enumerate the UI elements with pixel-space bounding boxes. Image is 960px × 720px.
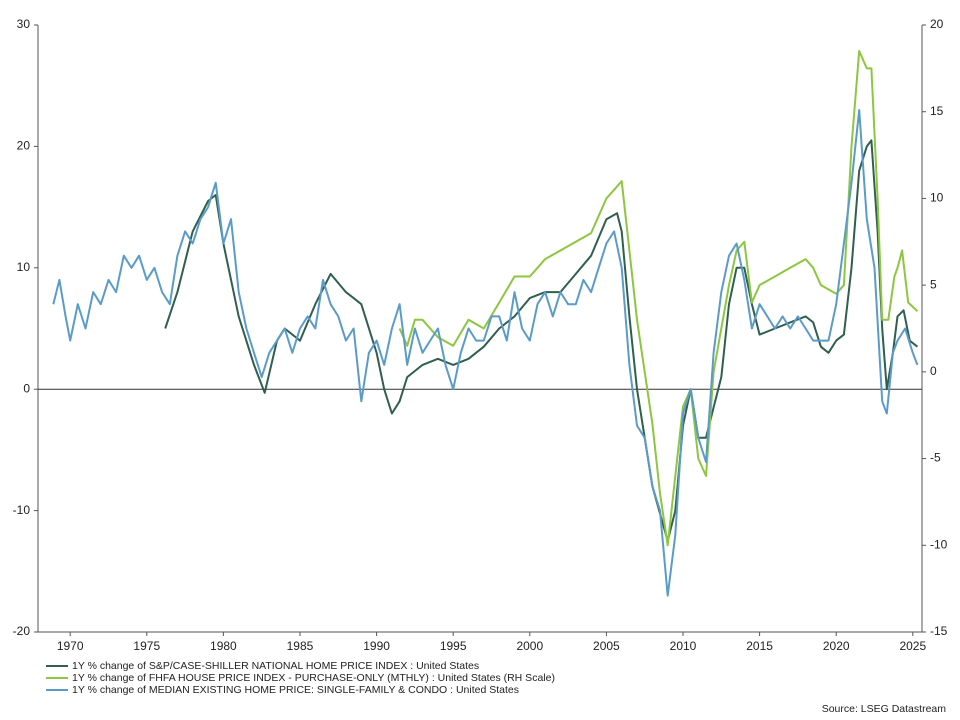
legend-label: 1Y % change of MEDIAN EXISTING HOME PRIC…: [72, 684, 519, 696]
y-tick-label: 10: [17, 260, 31, 274]
x-tick-label: 2025: [899, 639, 926, 653]
y2-tick-label: -5: [930, 451, 941, 465]
y2-tick-label: -10: [930, 537, 948, 551]
x-tick-label: 2000: [516, 639, 543, 653]
y-tick-label: 0: [23, 381, 30, 395]
x-tick-label: 1975: [133, 639, 160, 653]
y2-tick-label: 5: [930, 277, 937, 291]
legend-label: 1Y % change of FHFA HOUSE PRICE INDEX - …: [72, 672, 555, 684]
x-tick-label: 1990: [363, 639, 390, 653]
x-tick-label: 1970: [57, 639, 84, 653]
series-line: [52, 109, 919, 597]
y-tick-label: -20: [13, 624, 31, 638]
y2-tick-label: 15: [930, 104, 944, 118]
y-tick-label: 30: [17, 17, 31, 31]
y2-tick-label: 20: [930, 17, 944, 31]
x-tick-label: 2015: [746, 639, 773, 653]
y2-tick-label: 10: [930, 191, 944, 205]
x-tick-label: 2005: [593, 639, 620, 653]
x-tick-label: 1985: [287, 639, 314, 653]
x-tick-label: 1980: [210, 639, 237, 653]
legend-label: 1Y % change of S&P/CASE-SHILLER NATIONAL…: [72, 660, 479, 672]
y2-tick-label: -15: [930, 624, 948, 638]
source-note: Source: LSEG Datastream: [822, 703, 947, 715]
x-tick-label: 2010: [670, 639, 697, 653]
series-line: [398, 50, 919, 547]
y-tick-label: -10: [13, 503, 31, 517]
y-tick-label: 20: [17, 139, 31, 153]
x-tick-label: 1995: [440, 639, 467, 653]
y2-tick-label: 0: [930, 364, 937, 378]
x-tick-label: 2020: [823, 639, 850, 653]
series-line: [164, 139, 919, 542]
